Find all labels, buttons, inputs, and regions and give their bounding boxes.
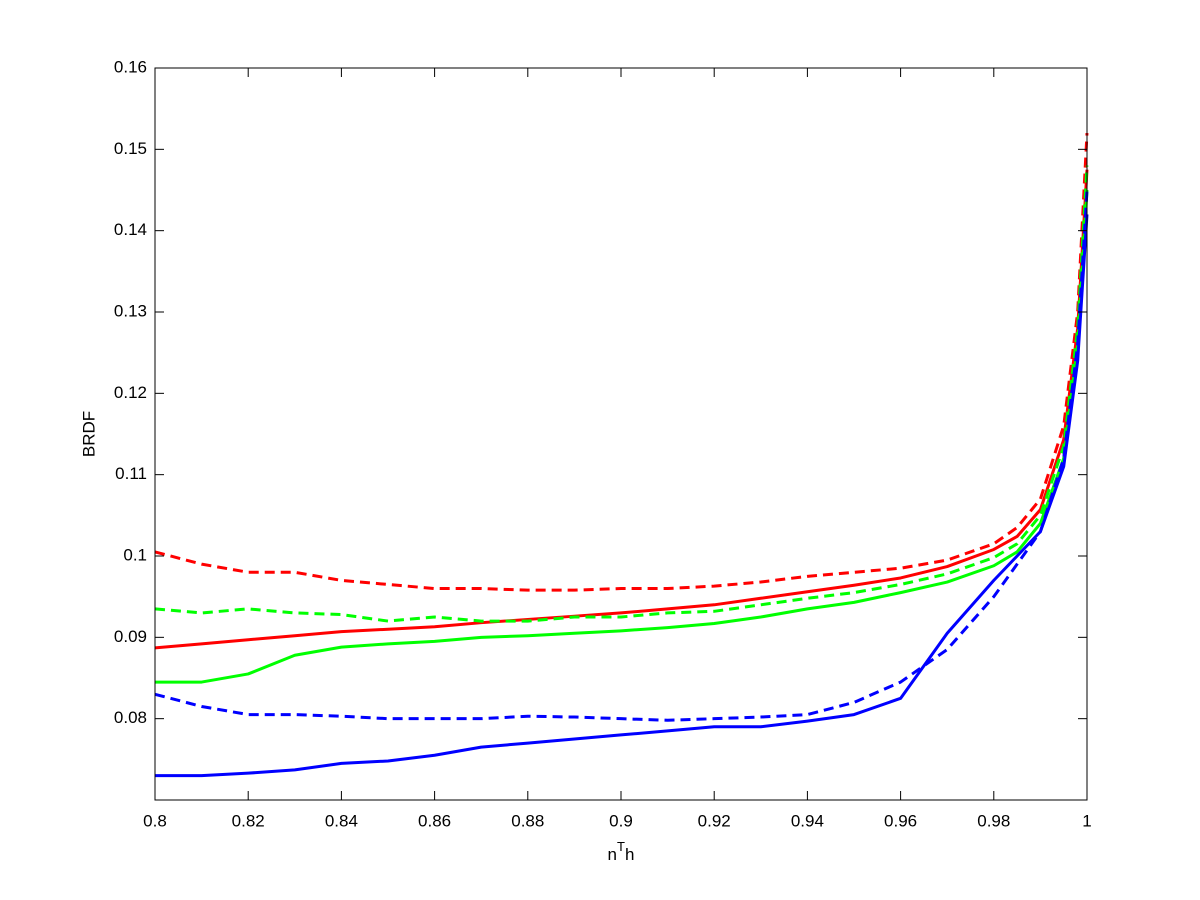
- y-tick-label: 0.09: [114, 627, 147, 646]
- x-label-part: h: [625, 845, 634, 864]
- x-tick-label: 0.98: [977, 811, 1010, 830]
- series-line: [154, 169, 1089, 650]
- plot-area: [154, 132, 1089, 778]
- y-tick-label: 0.12: [114, 383, 147, 402]
- y-tick-label: 0.13: [114, 301, 147, 320]
- x-tick-label: 0.92: [698, 811, 731, 830]
- series-line: [154, 189, 1089, 722]
- x-tick-label: 0.96: [884, 811, 917, 830]
- series-line: [154, 165, 1089, 623]
- series-line: [155, 214, 1089, 778]
- x-tick-label: 0.82: [232, 811, 265, 830]
- x-axis-label: nTh: [608, 839, 635, 864]
- y-axis-label: BRDF: [79, 411, 98, 457]
- x-label-part: n: [608, 845, 617, 864]
- y-tick-label: 0.08: [114, 708, 147, 727]
- x-tick-label: 0.9: [609, 811, 633, 830]
- x-tick-label: 0.8: [143, 811, 167, 830]
- x-tick-label: 0.86: [418, 811, 451, 830]
- x-tick-label: 1: [1082, 811, 1091, 830]
- x-label-sup: T: [617, 839, 625, 854]
- series-line: [155, 189, 1089, 684]
- y-tick-label: 0.16: [114, 57, 147, 76]
- x-tick-label: 0.94: [791, 811, 824, 830]
- y-tick-label: 0.1: [123, 545, 147, 564]
- x-tick-label: 0.88: [511, 811, 544, 830]
- y-tick-label: 0.14: [114, 220, 147, 239]
- y-tick-label: 0.15: [114, 139, 147, 158]
- x-tick-label: 0.84: [325, 811, 358, 830]
- series-line: [154, 132, 1089, 592]
- y-tick-label: 0.11: [115, 464, 147, 483]
